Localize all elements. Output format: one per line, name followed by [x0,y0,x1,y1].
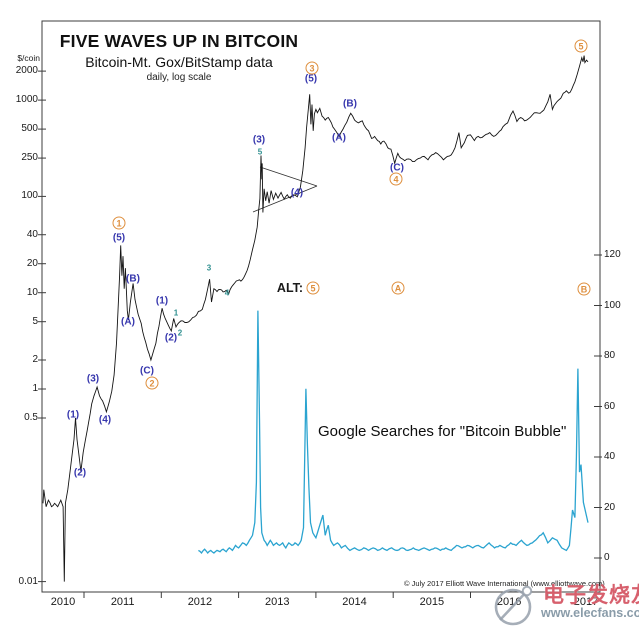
right-axis-tick-label: 40 [604,451,616,462]
x-axis-year-label: 2015 [419,596,445,608]
wave-annotation: (1) [155,295,169,307]
subwave-annotation: 5 [257,147,263,157]
left-axis-tick-label: 2000 [15,65,38,77]
circled-wave-annotation: 3 [305,61,319,75]
subwave-annotation: 4 [224,288,230,298]
x-axis-year-label: 2012 [187,596,213,608]
wave-annotation: (3) [86,373,100,385]
right-axis-tick-label: 0 [604,552,610,563]
circled-wave-annotation: 2 [145,376,159,390]
subwave-annotation: 1 [173,308,179,318]
left-axis-tick-label: 0.5 [24,411,38,423]
left-axis-tick-label: 250 [21,152,38,164]
circled-wave-annotation: B [577,282,591,296]
wave-annotation: (4) [290,187,304,199]
left-axis-tick-label: 100 [21,190,38,202]
x-axis-year-label: 2014 [342,596,367,608]
bitcoin-price-series-line [42,55,589,582]
wedge-line [259,166,318,187]
wave-annotation: (3) [252,134,266,146]
circled-wave-annotation: 5 [306,281,320,295]
alt-label: ALT: [276,281,304,295]
circled-wave-annotation: 4 [389,172,403,186]
right-axis-tick-label: 20 [604,501,616,513]
chart-subtitle: Bitcoin-Mt. Gox/BitStamp data [85,54,273,70]
left-axis-tick-label: 500 [21,123,38,135]
left-axis-tick-label: 10 [26,286,38,298]
wave-annotation: (C) [140,365,154,377]
wave-annotation: (5) [304,73,318,85]
left-axis-tick-label: 1 [32,383,38,394]
subwave-annotation: 3 [206,263,212,273]
left-axis-tick-label: 0.01 [18,575,38,587]
watermark-cn-text: 电子发烧友 [543,584,639,607]
wave-annotation: (2) [164,332,178,344]
axis-ticks [38,70,602,598]
copyright-note: © July 2017 Elliott Wave International (… [404,579,605,588]
google-search-caption: Google Searches for "Bitcoin Bubble" [318,423,567,440]
wave-annotation: (B) [343,98,357,110]
y-axis-unit-label: $/coin [17,53,40,63]
plot-border [41,20,601,593]
left-axis-tick-label: 1000 [15,94,38,106]
wave-annotation: (4) [98,414,112,426]
google-search-series-line [198,310,589,555]
left-axis-tick-label: 20 [26,257,38,269]
x-axis-year-label: 2010 [50,596,76,608]
wedge-line [252,185,318,213]
wave-annotation: (C) [390,162,404,174]
right-axis-tick-label: 100 [604,299,621,311]
right-axis-tick-label: 60 [604,400,616,412]
wave-annotation: (2) [73,467,87,479]
x-axis-year-label: 2017 [573,596,599,608]
scale-note: daily, log scale [146,72,212,83]
x-axis-year-label: 2011 [110,596,135,608]
chart-title: FIVE WAVES UP IN BITCOIN [59,31,299,51]
title-block: FIVE WAVES UP IN BITCOIN Bitcoin-Mt. Gox… [58,31,300,83]
left-axis-tick-label: 2 [32,354,38,365]
wave-annotation: (B) [126,273,140,285]
watermark-logo-icon [494,585,533,626]
left-axis-tick-label: 5 [32,315,38,327]
watermark-url: www.elecfans.com [541,606,639,620]
right-axis-tick-label: 80 [604,350,616,361]
right-axis-tick-label: 120 [604,249,621,260]
circled-wave-annotation: 1 [112,216,126,230]
wave-annotation: (A) [332,132,346,144]
watermark: 电子发烧友 www.elecfans.com [487,582,639,629]
wave-annotation: (5) [112,232,126,244]
triangle-wedge-lines [252,166,318,213]
left-axis-tick-label: 40 [26,228,38,240]
x-axis-year-label: 2013 [265,596,290,608]
wave-annotation: (1) [66,409,80,421]
circled-wave-annotation: 5 [574,39,588,53]
circled-wave-annotation: A [391,281,405,295]
subwave-annotation: 2 [177,328,183,338]
wave-annotation: (A) [121,316,135,328]
